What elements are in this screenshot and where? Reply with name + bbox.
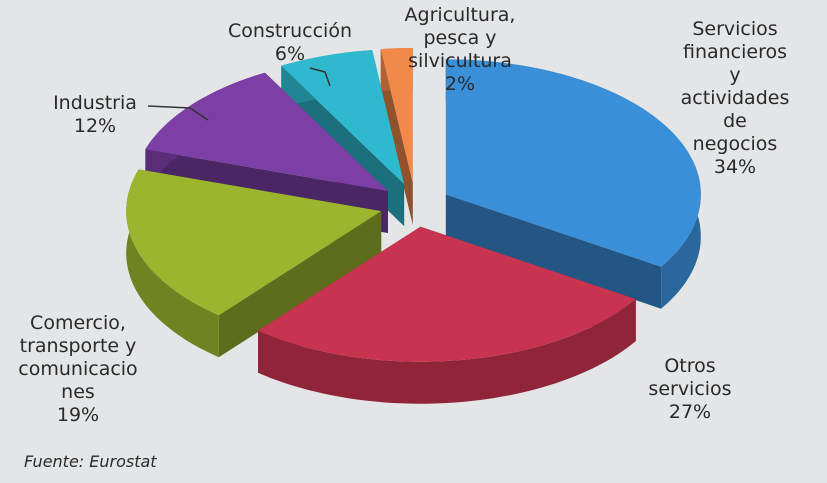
value-label: 27% [668,401,712,423]
value-label: 34% [713,156,757,178]
leader-line [147,105,209,121]
pie-slice [281,50,405,185]
category-label: Comercio, transporte y comunicacio nes [18,312,138,403]
slice-side [126,169,219,358]
slice-label: Servicios financieros y actividades de n… [681,18,790,179]
value-label: 6% [274,43,306,65]
pie-slice [380,48,413,183]
value-label: 19% [56,404,100,426]
category-label: Construcción [228,20,352,42]
pie-slice [145,72,388,191]
slice-label: Construcción 6% [228,20,352,66]
category-label: Servicios financieros y actividades de n… [680,18,790,155]
value-label: 12% [73,115,117,137]
slice-side [258,299,636,404]
category-label: Otros servicios [648,355,732,400]
slice-label: Industria 12% [53,92,137,138]
pie-slice [258,226,636,362]
slice-side [218,211,382,358]
slice-side [445,194,662,309]
slice-label: Agricultura, pesca y silvicultura 2% [405,4,516,96]
leader-line [309,67,331,87]
value-label: 2% [444,73,476,95]
pie-slice [445,59,701,267]
slice-label: Comercio, transporte y comunicacio nes 19… [18,312,137,427]
category-label: Industria [53,92,137,114]
source: Fuente: Eurostat [24,452,157,471]
pie-slice [126,169,382,316]
slice-side [380,49,413,225]
category-label: Agricultura, pesca y silvicultura [404,4,516,72]
slice-label: Otros servicios 27% [648,355,731,424]
